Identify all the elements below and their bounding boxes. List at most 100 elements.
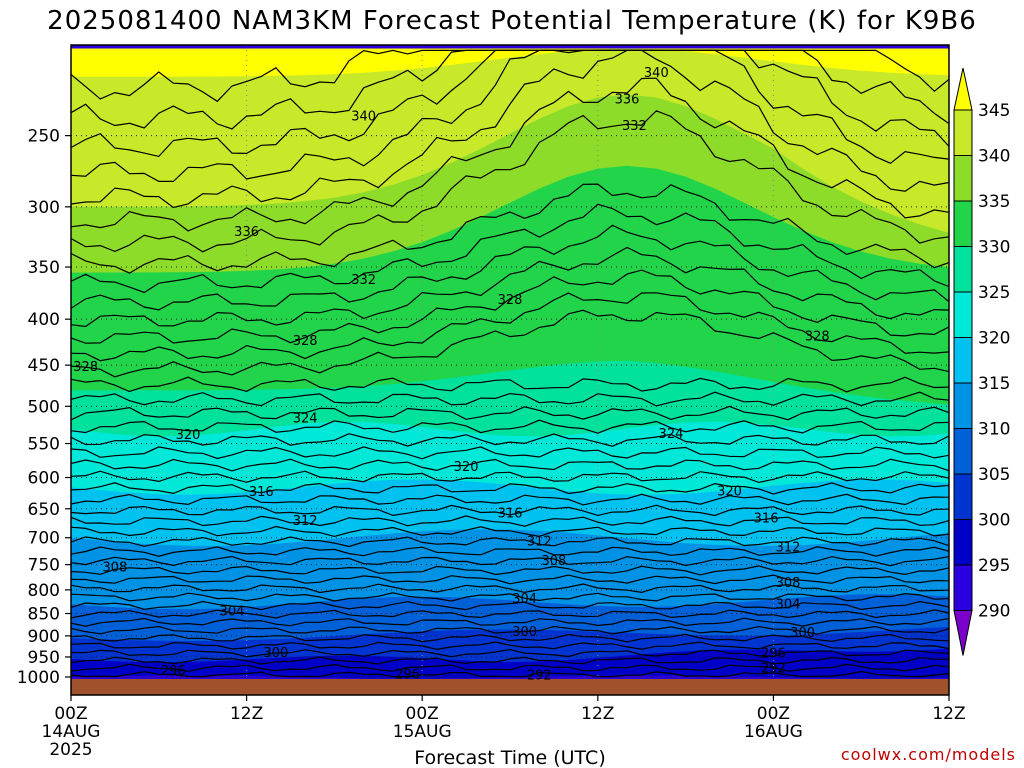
contour-label: 292 bbox=[761, 661, 786, 676]
colorbar-label: 295 bbox=[978, 556, 1010, 576]
y-tick-label: 300 bbox=[28, 198, 60, 218]
x-axis-label: Forecast Time (UTC) bbox=[414, 747, 605, 768]
grid-lines bbox=[71, 45, 949, 695]
contour-line bbox=[71, 482, 949, 495]
contour-line bbox=[71, 49, 949, 209]
y-tick-label: 500 bbox=[28, 397, 60, 417]
contour-line bbox=[71, 633, 949, 643]
ground-terrain-band bbox=[71, 679, 949, 695]
contour-line bbox=[71, 546, 949, 557]
contour-line bbox=[71, 203, 949, 294]
credit-text: coolwx.com/models bbox=[841, 745, 1016, 764]
colorbar-segment bbox=[953, 428, 973, 475]
contour-line bbox=[71, 49, 949, 103]
contour-line bbox=[71, 617, 949, 627]
y-tick-label: 750 bbox=[28, 556, 60, 576]
contour-line bbox=[71, 515, 949, 527]
colorbar-label: 320 bbox=[978, 329, 1010, 349]
contour-label: 312 bbox=[776, 541, 801, 556]
colorbar-label: 335 bbox=[978, 192, 1010, 212]
contour-label: 296 bbox=[161, 664, 186, 679]
contour-label: 300 bbox=[263, 646, 288, 661]
colorbar-label: 340 bbox=[978, 147, 1010, 167]
contour-label: 304 bbox=[512, 592, 537, 607]
contour-label: 332 bbox=[622, 119, 647, 134]
y-tick-label: 400 bbox=[28, 310, 60, 330]
contour-line bbox=[71, 670, 949, 678]
isentrope-contours bbox=[71, 49, 949, 678]
contour-line bbox=[71, 493, 949, 506]
contour-label: 340 bbox=[644, 66, 669, 81]
contour-label: 332 bbox=[351, 273, 376, 288]
contour-line bbox=[71, 625, 949, 635]
contour-line bbox=[71, 49, 949, 182]
colorbar-label: 290 bbox=[978, 602, 1010, 622]
colorbar-segment bbox=[953, 382, 973, 429]
contour-line bbox=[71, 663, 949, 672]
contour-label: 328 bbox=[73, 360, 98, 375]
contour-line bbox=[71, 391, 949, 407]
contour-line bbox=[71, 458, 949, 472]
y-axis-pressure: 2503003504004505005506006507007508008509… bbox=[17, 127, 71, 688]
contour-labels: 340 336 332 340 336 332 328 328 328 328 324 324 320 3… bbox=[73, 66, 829, 683]
colorbar-segment bbox=[953, 610, 973, 656]
y-tick-label: 650 bbox=[28, 500, 60, 520]
colorbar-label: 330 bbox=[978, 238, 1010, 258]
temperature-fill-layer bbox=[71, 45, 949, 695]
colorbar-label: 325 bbox=[978, 283, 1010, 303]
colorbar-label: 300 bbox=[978, 511, 1010, 531]
contour-line bbox=[71, 419, 949, 434]
chart-title: 2025081400 NAM3KM Forecast Potential Tem… bbox=[47, 6, 977, 36]
contour-line bbox=[71, 224, 949, 311]
y-tick-label: 950 bbox=[28, 648, 60, 668]
contour-label: 292 bbox=[527, 668, 552, 683]
contour-line bbox=[71, 405, 949, 421]
colorbar-segment bbox=[953, 519, 973, 566]
x-tick-label: 12Z bbox=[581, 704, 614, 724]
y-tick-label: 250 bbox=[28, 127, 60, 147]
x-tick-label: 00Z bbox=[54, 704, 87, 724]
contour-line bbox=[71, 292, 949, 362]
colorbar-segment bbox=[953, 291, 973, 338]
contour-line bbox=[71, 110, 949, 253]
x-tick-year: 2025 bbox=[49, 740, 92, 760]
contour-label: 340 bbox=[351, 109, 376, 124]
colorbar-label: 315 bbox=[978, 374, 1010, 394]
contour-line bbox=[71, 376, 949, 393]
contour-line bbox=[71, 536, 949, 548]
colorbar-segment bbox=[953, 246, 973, 293]
x-tick-label: 12Z bbox=[230, 704, 263, 724]
contour-line bbox=[71, 309, 949, 378]
contour-label: 336 bbox=[615, 93, 640, 108]
contour-label: 316 bbox=[249, 485, 274, 500]
contour-line bbox=[71, 609, 949, 619]
colorbar-label: 345 bbox=[978, 101, 1010, 121]
colorbar-segment bbox=[953, 109, 973, 156]
x-tick-label: 00Z bbox=[406, 704, 439, 724]
contour-label: 300 bbox=[512, 625, 537, 640]
contour-line bbox=[71, 246, 949, 328]
contour-label: 316 bbox=[498, 507, 523, 522]
colorbar: 345 340 335 330 325 320 315 310 305 300 295 290 bbox=[953, 67, 1010, 656]
contour-label: 328 bbox=[293, 334, 318, 349]
contour-label: 316 bbox=[754, 511, 779, 526]
contour-line bbox=[71, 648, 949, 658]
contour-label: 320 bbox=[176, 428, 201, 443]
contour-line bbox=[71, 600, 949, 611]
contour-label: 304 bbox=[776, 598, 801, 613]
contour-line bbox=[71, 470, 949, 484]
contour-line bbox=[71, 504, 949, 517]
colorbar-segment bbox=[953, 200, 973, 247]
contour-label: 320 bbox=[717, 485, 742, 500]
y-tick-label: 800 bbox=[28, 581, 60, 601]
y-tick-label: 900 bbox=[28, 627, 60, 647]
x-tick-date: 16AUG bbox=[744, 722, 803, 742]
contour-label: 308 bbox=[541, 554, 566, 569]
contour-label: 328 bbox=[498, 293, 523, 308]
contour-line bbox=[71, 641, 949, 651]
x-tick-date: 14AUG bbox=[42, 722, 101, 742]
y-tick-label: 700 bbox=[28, 529, 60, 549]
contour-label: 312 bbox=[527, 535, 552, 550]
x-tick-label: 12Z bbox=[932, 704, 965, 724]
